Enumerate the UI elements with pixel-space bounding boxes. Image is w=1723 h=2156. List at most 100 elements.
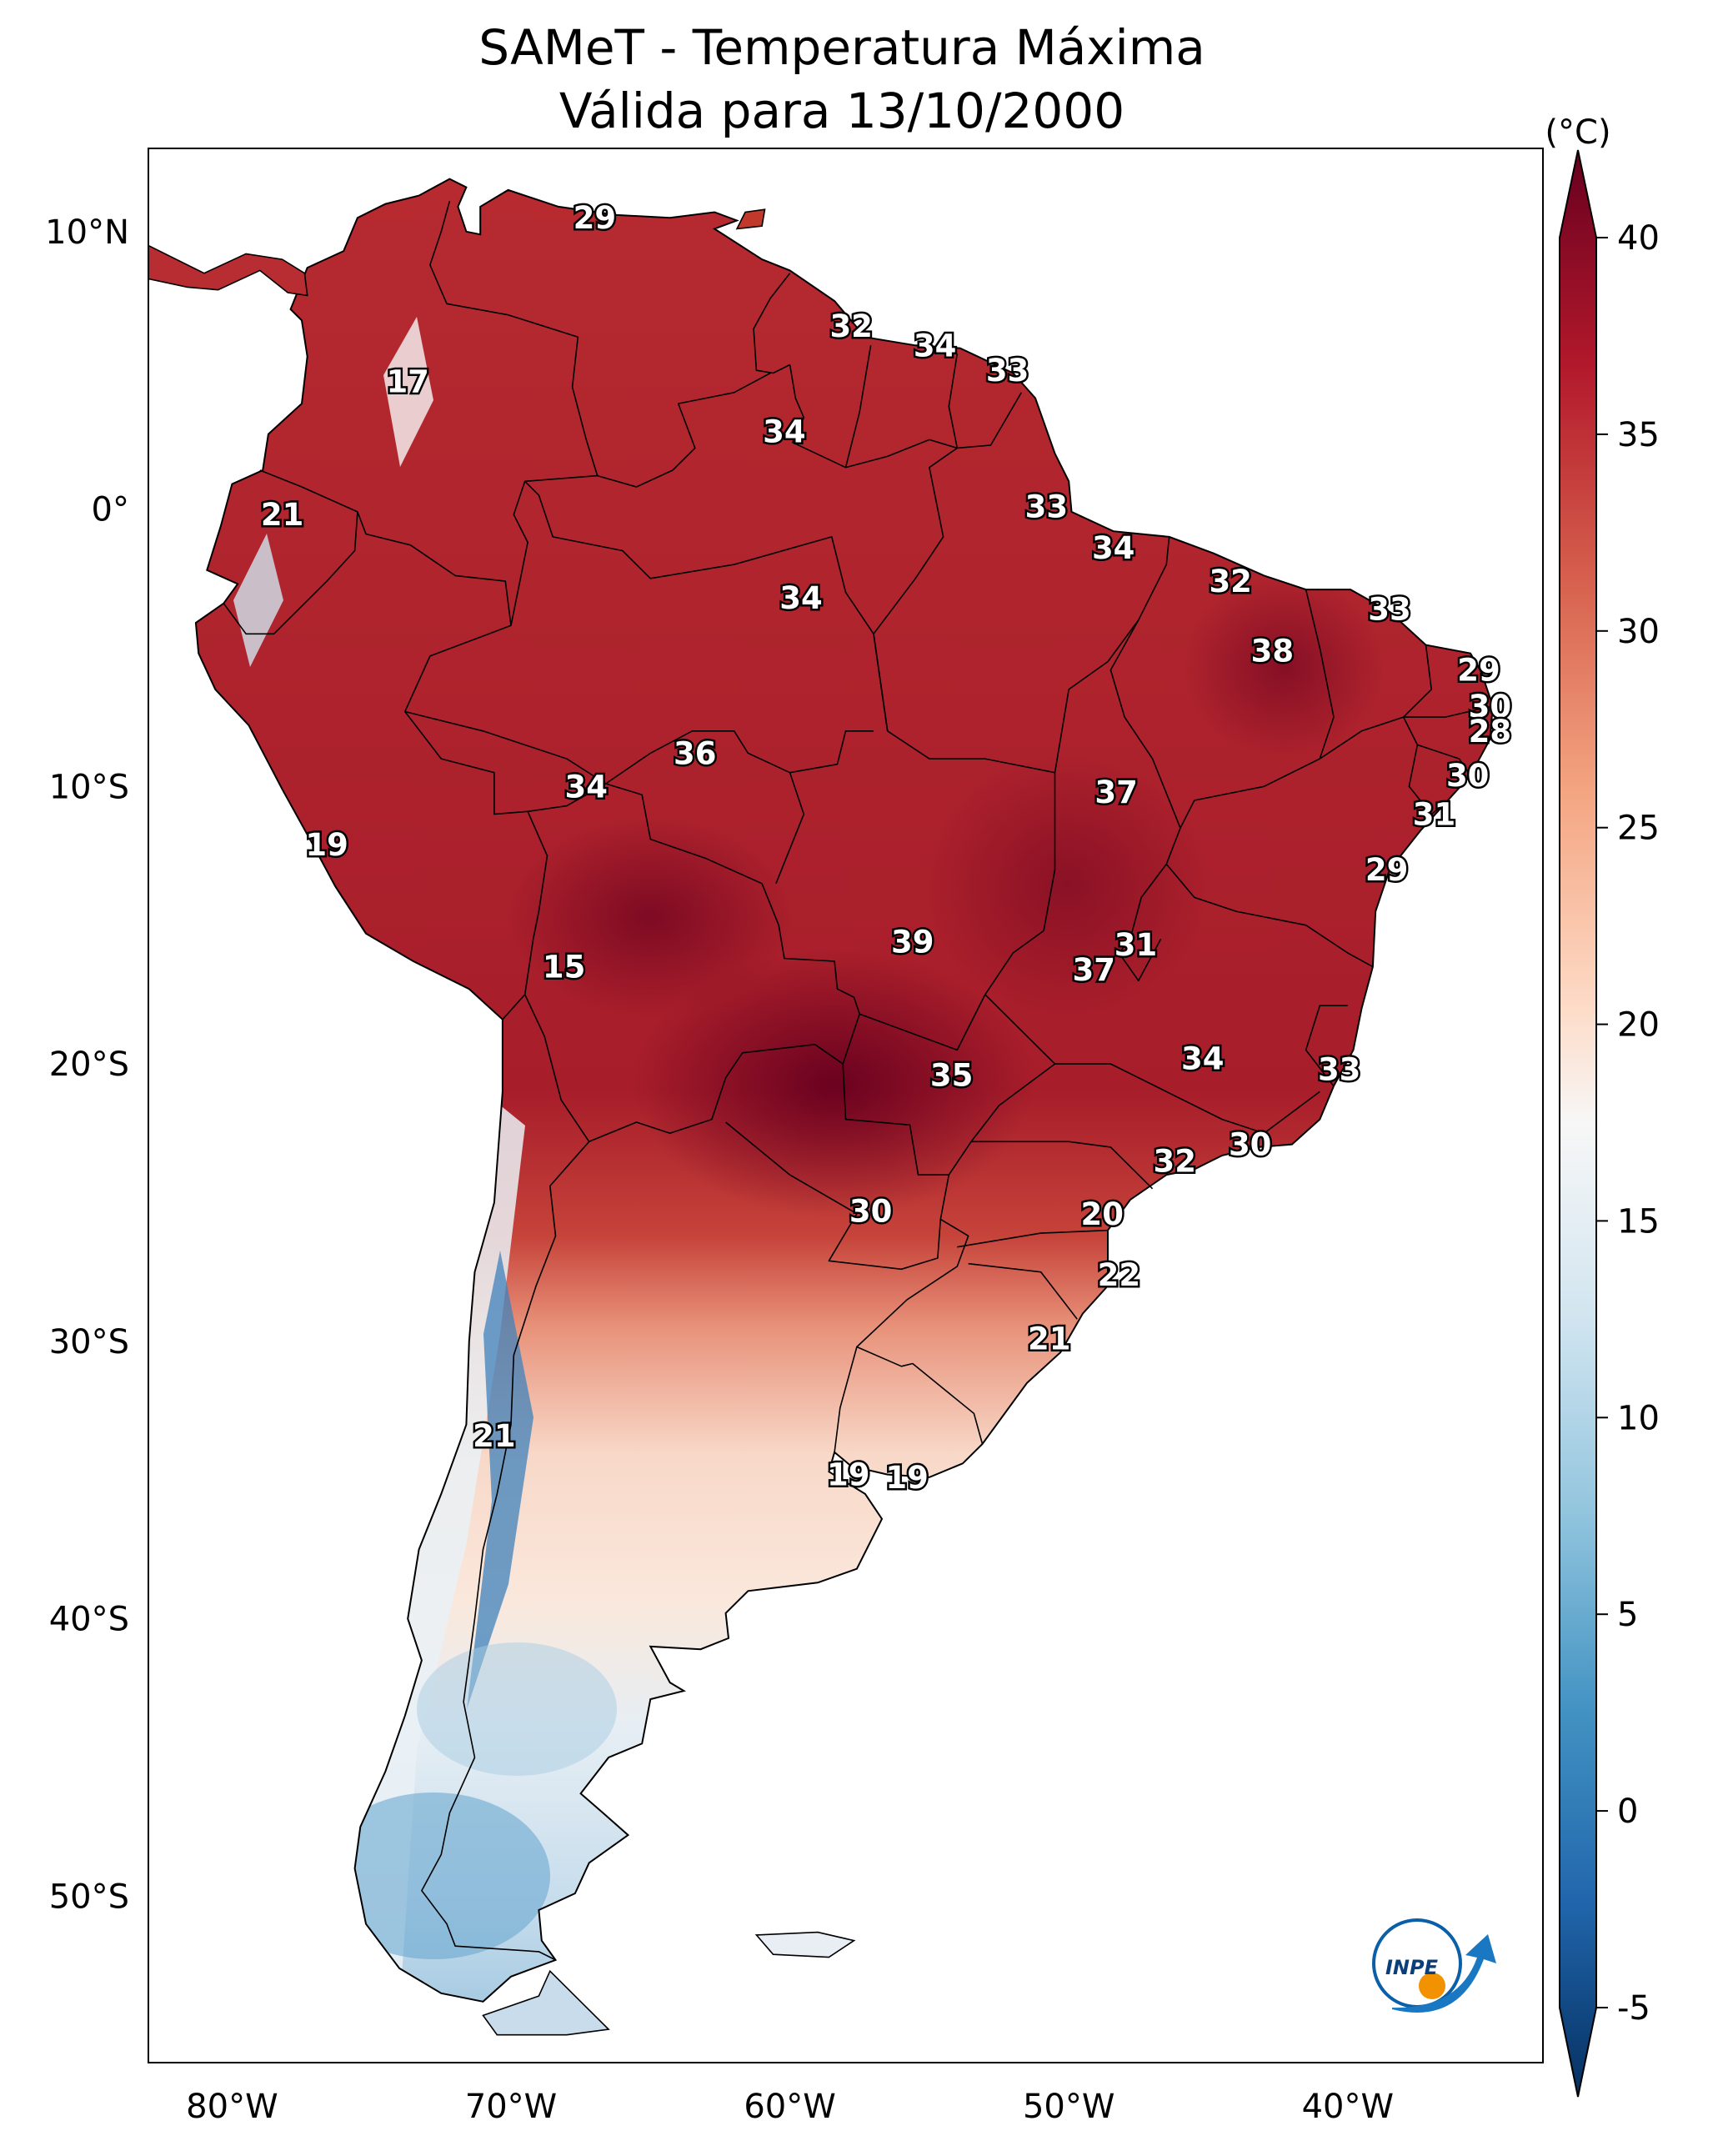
map-title-line2: Válida para 13/10/2000 [559, 83, 1124, 139]
map-title-line1: SAMeT - Temperatura Máxima [478, 19, 1205, 76]
temperature-label: 29 [573, 200, 617, 236]
colorbar-tick-label: 30 [1617, 613, 1660, 651]
colorbar-tick-label: 0 [1617, 1792, 1638, 1831]
map-frame [148, 148, 1544, 2063]
colorbar-tick-label: 35 [1617, 416, 1660, 454]
border-line [859, 994, 986, 1051]
border-line [1408, 745, 1446, 815]
temperature-label: 29 [1365, 852, 1409, 888]
border-line [873, 447, 958, 731]
inpe-arrow-icon [1392, 1934, 1496, 2013]
longitude-tick-label: 60°W [744, 2088, 835, 2126]
colorbar-gradient [1559, 149, 1597, 2098]
temperature-label: 33 [1025, 489, 1069, 524]
border-line [421, 1141, 590, 1961]
border-line [605, 730, 874, 785]
border-line [589, 1044, 844, 1143]
border-line [1054, 536, 1170, 773]
colorbar-tick-label: 5 [1617, 1596, 1638, 1634]
coastline [194, 178, 1494, 2003]
border-line [1109, 619, 1181, 865]
central-america [148, 244, 308, 297]
temperature-label: 36 [674, 735, 717, 771]
latitude-tick-label: 30°S [49, 1323, 129, 1361]
border-line [789, 364, 1022, 469]
border-line [1402, 716, 1471, 776]
temperature-label: 38 [1251, 633, 1295, 669]
temperature-label: 30 [1446, 758, 1490, 794]
temperature-label: 19 [827, 1457, 870, 1493]
trinidad [735, 208, 766, 230]
latitude-axis: 10°N 0° 10°S 20°S 30°S 40°S 50°S [45, 213, 129, 1917]
temperature-label: 35 [930, 1057, 974, 1093]
temperature-label: 20 [1081, 1196, 1124, 1232]
border-line [984, 930, 1320, 1135]
temperature-label: 32 [1154, 1144, 1197, 1180]
border-line [968, 1262, 1078, 1320]
temperature-label: 34 [779, 580, 823, 616]
inpe-sun-icon [1419, 1973, 1445, 1999]
temperature-label: 30 [1469, 689, 1512, 725]
border-line [834, 1346, 858, 1452]
longitude-tick-label: 80°W [186, 2088, 278, 2126]
colorbar-tick-label: 10 [1617, 1399, 1660, 1437]
latitude-tick-label: 10°N [45, 213, 129, 252]
colorbar-ticks: 40 35 30 25 20 15 10 5 0 -5 [1596, 219, 1660, 2028]
temperature-label: 31 [1413, 797, 1456, 833]
border-line [1403, 705, 1493, 718]
temperature-label: 34 [914, 328, 957, 364]
temperature-label: 33 [1368, 591, 1411, 627]
temperature-label: 21 [473, 1418, 516, 1454]
temperature-label: 31 [1114, 927, 1158, 963]
border-line [259, 469, 512, 626]
border-line [429, 200, 599, 476]
temperature-label: 37 [1073, 952, 1116, 988]
latitude-tick-label: 0° [92, 491, 129, 529]
temperature-label: 37 [1094, 775, 1138, 810]
temperature-label: 33 [986, 353, 1029, 389]
longitude-axis: 80°W 70°W 60°W 50°W 40°W [186, 2088, 1394, 2126]
border-line [527, 783, 860, 1065]
border-line [948, 1063, 1055, 1176]
inpe-logo-text: INPE [1385, 1956, 1439, 1979]
longitude-tick-label: 40°W [1302, 2088, 1394, 2126]
tierra-del-fuego [482, 1969, 610, 2036]
border-line [1305, 1005, 1348, 1087]
longitude-tick-label: 70°W [465, 2088, 557, 2126]
border-line [404, 710, 607, 785]
temperature-label: 19 [305, 827, 348, 863]
temperature-label: 30 [1229, 1127, 1272, 1163]
temperature-label: 29 [1457, 653, 1500, 689]
border-line [844, 345, 872, 468]
border-line [597, 372, 771, 488]
temperature-label: 30 [849, 1193, 893, 1229]
colorbar-tick-label: 40 [1617, 219, 1660, 258]
longitude-tick-label: 50°W [1023, 2088, 1114, 2126]
colorbar-unit: (°C) [1545, 113, 1610, 152]
colorbar-tick-label: -5 [1617, 1989, 1650, 2028]
temperature-label: 22 [1098, 1257, 1141, 1293]
border-line [502, 994, 590, 1142]
latitude-tick-label: 50°S [49, 1878, 129, 1916]
colorbar-tick-label: 15 [1617, 1202, 1660, 1241]
border-line [404, 624, 528, 815]
inpe-logo: INPE [1372, 1918, 1496, 2013]
temperature-label: 34 [1092, 530, 1135, 566]
latitude-tick-label: 40°S [49, 1601, 129, 1639]
colorbar: (°C) 40 35 30 25 20 15 10 5 0 -5 [1545, 113, 1660, 2098]
border-line [510, 474, 598, 626]
border-line [957, 1229, 1109, 1248]
latitude-tick-label: 10°S [49, 768, 129, 806]
temperature-label: 34 [1181, 1040, 1225, 1076]
temperature-label: 32 [829, 308, 873, 344]
border-line [948, 353, 959, 449]
temperature-label: 17 [386, 364, 429, 400]
temperature-label: 28 [1469, 714, 1512, 750]
colorbar-tick-label: 20 [1617, 1006, 1660, 1045]
country-borders [223, 200, 1493, 1961]
border-line [524, 480, 889, 731]
temperature-label: 34 [763, 414, 806, 449]
islands [148, 208, 856, 2036]
